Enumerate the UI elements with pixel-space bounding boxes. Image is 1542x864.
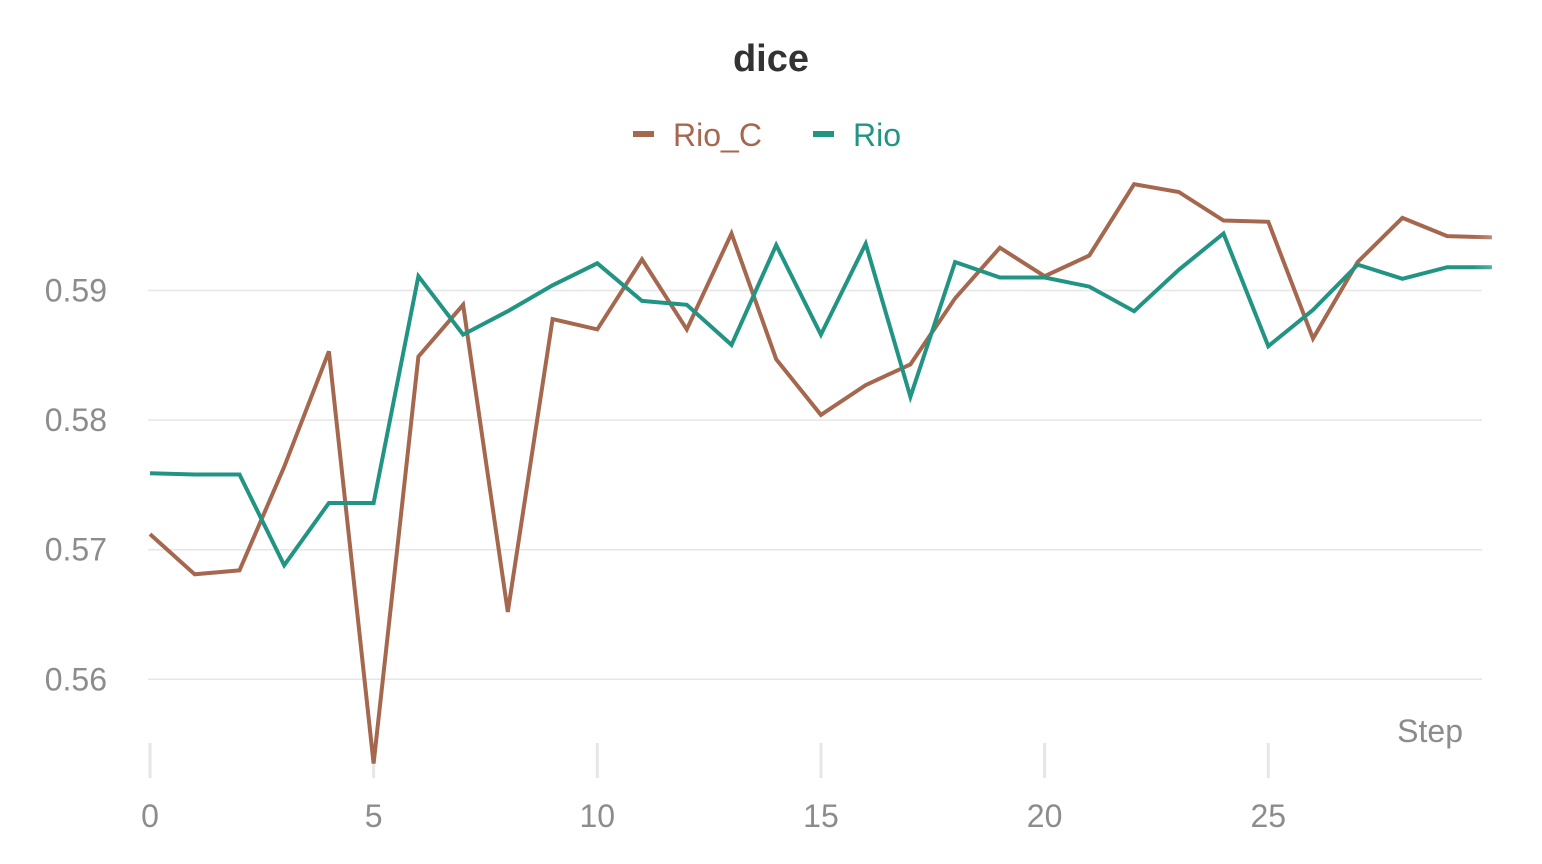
series-line-rio-c (148, 181, 1492, 764)
x-tick-label: 25 (1250, 798, 1286, 834)
x-tick-label: 10 (580, 798, 616, 834)
legend-item[interactable]: Rio_C (633, 117, 762, 153)
legend-item[interactable]: Rio (813, 117, 901, 153)
x-tick-label: 0 (141, 798, 159, 834)
y-tick-label: 0.59 (45, 273, 107, 309)
right-edge-fade (1400, 150, 1542, 310)
x-axis-label: Step (1397, 713, 1463, 749)
chart-title: dice (733, 38, 809, 80)
series-line-rio (149, 230, 1492, 570)
chart-legend: Rio_C Rio (633, 117, 901, 153)
y-gridlines (148, 289, 1482, 681)
x-tick-label: 20 (1027, 798, 1063, 834)
y-tick-label: 0.58 (45, 402, 107, 438)
series-lines (148, 181, 1492, 764)
x-tick-label: 5 (365, 798, 383, 834)
legend-swatch (633, 131, 654, 137)
legend-label: Rio (853, 117, 901, 153)
y-tick-label: 0.57 (45, 532, 107, 568)
x-tick-label: 15 (803, 798, 839, 834)
y-axis-ticks: 0.56 0.57 0.58 0.59 (45, 273, 107, 698)
legend-label: Rio_C (673, 117, 762, 153)
x-axis-ticks: 0 5 10 15 20 25 (141, 743, 1286, 834)
y-tick-label: 0.56 (45, 661, 107, 697)
legend-swatch (813, 131, 834, 137)
